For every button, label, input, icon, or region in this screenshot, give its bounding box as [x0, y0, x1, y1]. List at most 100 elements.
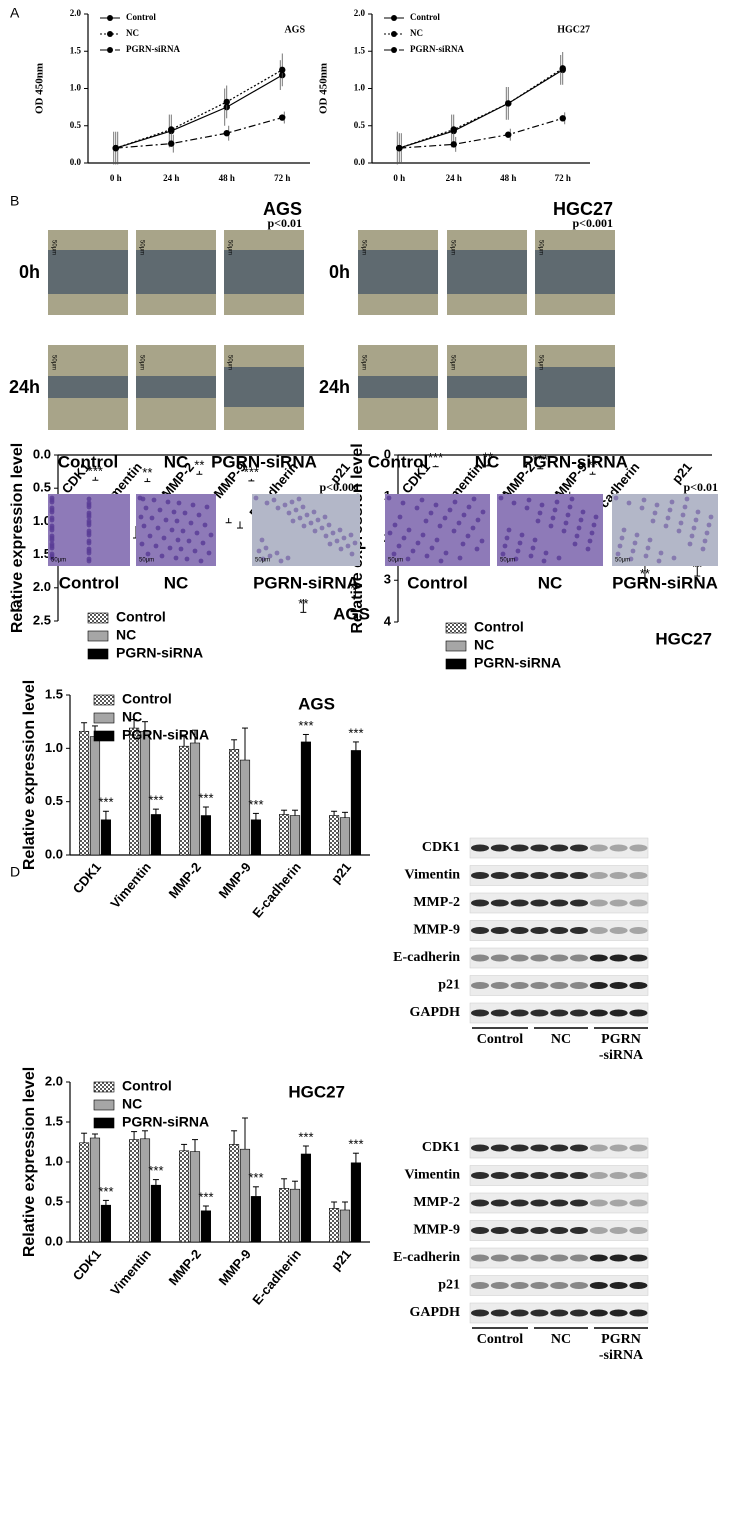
y-tick-label: 3	[384, 572, 391, 587]
cell	[578, 517, 584, 523]
cell	[676, 528, 682, 534]
y-tick-label: 1.0	[354, 83, 366, 93]
cell	[157, 507, 163, 513]
chart-title: HGC27	[288, 1082, 345, 1101]
panel-label: D	[10, 864, 20, 880]
bar	[100, 1204, 111, 1243]
y-axis-label: Relative expression level	[9, 443, 26, 633]
y-tick-label: 0.0	[354, 157, 366, 167]
x-tick-label: MMP-2	[166, 859, 204, 901]
blot-band	[510, 899, 529, 907]
legend-label: NC	[474, 637, 494, 653]
cell	[667, 507, 673, 513]
wound-gap	[48, 376, 128, 398]
cell	[194, 530, 200, 536]
group-label: Control	[477, 1332, 524, 1347]
y-tick-label: 0.5	[70, 120, 82, 130]
cell	[569, 496, 575, 502]
blot-band	[570, 1199, 588, 1207]
column-label: NC	[164, 573, 189, 592]
panel-label: B	[10, 193, 19, 209]
significance-label: ***	[98, 1184, 113, 1199]
blot-band	[570, 899, 588, 907]
group-label: PGRN	[601, 1332, 641, 1347]
cell	[86, 532, 92, 538]
data-point	[396, 144, 403, 152]
cell	[428, 510, 434, 516]
cell	[532, 537, 538, 543]
cell	[708, 514, 714, 520]
blot-band	[530, 872, 549, 879]
blot-band	[589, 1172, 608, 1179]
blot-band	[629, 1009, 648, 1017]
y-tick-label: 1.5	[45, 1113, 63, 1128]
cell	[138, 514, 144, 520]
data-point	[450, 141, 457, 148]
cell	[348, 532, 354, 538]
blot-band	[609, 1172, 628, 1179]
blot-band	[510, 844, 529, 852]
legend-marker	[107, 15, 113, 21]
significance-label: ***	[248, 1170, 263, 1185]
cell	[689, 533, 695, 539]
cell	[86, 540, 92, 546]
legend-marker	[391, 15, 397, 21]
cell	[517, 540, 523, 546]
bar	[289, 1188, 301, 1243]
y-tick-label: 2.0	[354, 8, 366, 18]
blot-band	[589, 872, 608, 879]
significance-label: ***	[348, 725, 363, 740]
row-label: 0h	[19, 262, 40, 282]
bar	[129, 727, 140, 856]
cell	[687, 541, 693, 547]
cell	[285, 555, 291, 561]
bar	[79, 1142, 90, 1243]
cell	[554, 499, 560, 505]
legend-label: NC	[126, 28, 139, 38]
data-point	[279, 114, 286, 121]
blot-label: Vimentin	[405, 868, 461, 883]
micrograph	[497, 494, 603, 566]
significance-label: ***	[148, 793, 163, 808]
blot-band	[490, 872, 509, 879]
cell	[196, 512, 202, 518]
scale-bar-label: 50μm	[50, 355, 56, 370]
scale-bar-label: 50μm	[226, 240, 232, 255]
blot-band	[510, 872, 529, 879]
data-point	[505, 100, 512, 107]
blot-band	[609, 1199, 628, 1207]
scale-bar-label: 50μm	[449, 355, 455, 370]
blot-label: GAPDH	[409, 1305, 460, 1320]
legend-swatch	[93, 1099, 115, 1111]
cell	[293, 507, 299, 513]
legend-marker	[107, 31, 113, 37]
wound-gap	[224, 250, 304, 294]
blot-band	[550, 1254, 569, 1262]
cell	[591, 522, 597, 528]
cell	[337, 527, 343, 533]
cell	[204, 504, 210, 510]
data-point	[450, 126, 457, 133]
column-label: NC	[164, 452, 189, 471]
y-tick-label: 1.5	[70, 45, 82, 55]
y-tick-label: 2.0	[33, 579, 51, 594]
cell	[615, 551, 621, 557]
p-value: p<0.01	[683, 480, 718, 494]
cell	[387, 530, 393, 536]
y-tick-label: 0.5	[354, 120, 366, 130]
cell	[528, 553, 534, 559]
cell	[414, 505, 420, 511]
cell	[447, 507, 453, 513]
cell	[147, 533, 153, 539]
bar	[279, 814, 290, 856]
cell	[391, 551, 397, 557]
cell	[695, 509, 701, 515]
blot-band	[550, 927, 569, 934]
blot-band	[589, 1009, 608, 1017]
bar	[329, 815, 340, 856]
blot-band	[471, 844, 489, 852]
x-tick-label: 0 h	[393, 173, 405, 183]
cell	[574, 533, 580, 539]
cell	[139, 541, 145, 547]
cell	[563, 520, 569, 526]
